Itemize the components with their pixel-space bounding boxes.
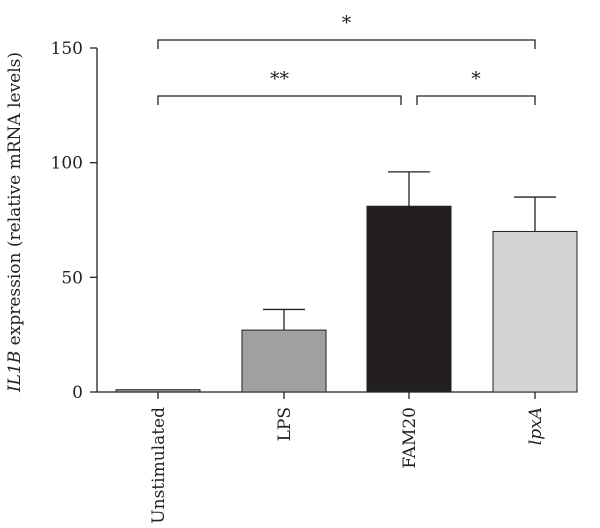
bar — [241, 329, 327, 393]
y-tick-label: 0 — [72, 383, 83, 403]
x-category-label: Unstimulated — [149, 407, 169, 524]
significance-bracket — [157, 39, 536, 49]
x-category-label: LPS — [275, 407, 295, 441]
significance-label: * — [342, 12, 352, 34]
significance-label: * — [471, 68, 481, 90]
y-axis-label: IL1B expression (relative mRNA levels) — [5, 52, 25, 393]
axes: 0 50 100 150 Unstimulated LPS FAM20 lpxA — [51, 39, 560, 524]
x-category-label: lpxA — [526, 407, 546, 445]
y-axis-label-gene: IL1B — [5, 351, 25, 393]
significance-brackets: *** * — [157, 12, 536, 105]
bar — [115, 389, 201, 393]
y-tick-label: 50 — [61, 268, 83, 288]
significance-bracket — [416, 95, 536, 105]
bar — [366, 205, 452, 393]
bar — [492, 230, 578, 393]
significance-label: ** — [270, 68, 290, 90]
bars — [115, 205, 578, 393]
y-tick-label: 100 — [51, 154, 83, 174]
error-bars — [263, 171, 556, 331]
y-axis-label-text: expression (relative mRNA levels) — [5, 52, 25, 351]
significance-bracket — [157, 95, 402, 105]
x-category-label: FAM20 — [400, 407, 420, 469]
y-tick-label: 150 — [51, 39, 83, 59]
